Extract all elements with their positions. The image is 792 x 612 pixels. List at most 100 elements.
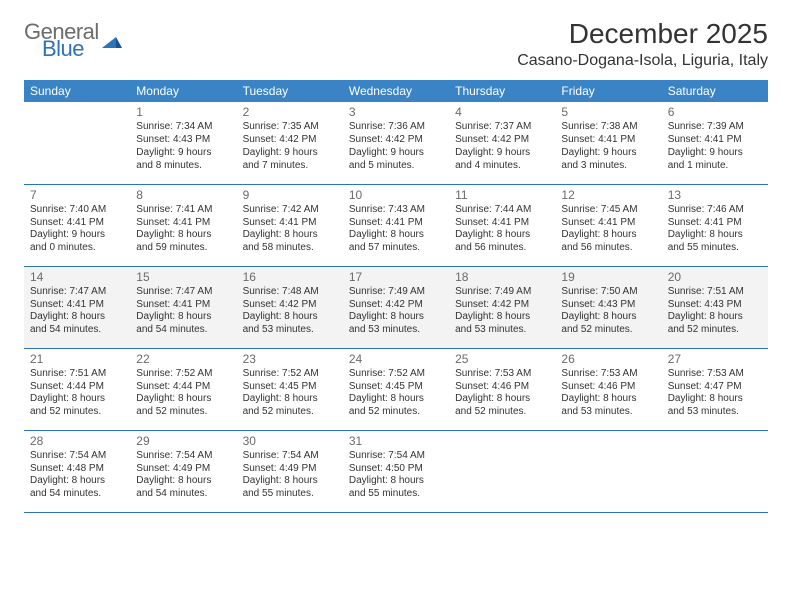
sunrise-text: Sunrise: 7:53 AM — [455, 368, 549, 381]
day-number: 16 — [243, 270, 337, 285]
sunrise-text: Sunrise: 7:54 AM — [136, 450, 230, 463]
day-number: 7 — [30, 188, 124, 203]
daylight-text: Daylight: 9 hours — [561, 147, 655, 160]
sunrise-text: Sunrise: 7:52 AM — [136, 368, 230, 381]
daylight-text: Daylight: 8 hours — [30, 475, 124, 488]
calendar-cell: 22Sunrise: 7:52 AMSunset: 4:44 PMDayligh… — [130, 348, 236, 430]
sunset-text: Sunset: 4:47 PM — [668, 381, 762, 394]
calendar-body: 1Sunrise: 7:34 AM Sunset: 4:43 PM Daylight… — [24, 102, 768, 512]
daylight-text: Daylight: 8 hours — [243, 475, 337, 488]
daylight-text: Daylight: 9 hours — [349, 147, 443, 160]
daylight-text: Daylight: 8 hours — [243, 229, 337, 242]
daylight-text: Daylight: 8 hours — [136, 475, 230, 488]
calendar-cell: 9Sunrise: 7:42 AMSunset: 4:41 PMDaylight… — [237, 184, 343, 266]
calendar-cell: 21Sunrise: 7:51 AMSunset: 4:44 PMDayligh… — [24, 348, 130, 430]
calendar-row: 1Sunrise: 7:34 AMSunset: 4:43 PMDaylight… — [24, 102, 768, 184]
daylight-text: and 57 minutes. — [349, 242, 443, 255]
sunset-text: Sunset: 4:41 PM — [561, 217, 655, 230]
calendar-cell: 30Sunrise: 7:54 AMSunset: 4:49 PMDayligh… — [237, 430, 343, 512]
daylight-text: Daylight: 8 hours — [136, 229, 230, 242]
sunset-text: Sunset: 4:49 PM — [243, 463, 337, 476]
daylight-text: and 54 minutes. — [30, 324, 124, 337]
daylight-text: and 52 minutes. — [668, 324, 762, 337]
day-number: 8 — [136, 188, 230, 203]
day-number: 3 — [349, 105, 443, 120]
sunrise-text: Sunrise: 7:50 AM — [561, 286, 655, 299]
day-number: 28 — [30, 434, 124, 449]
dow-tuesday: Tuesday — [237, 80, 343, 102]
calendar-cell: 16Sunrise: 7:48 AMSunset: 4:42 PMDayligh… — [237, 266, 343, 348]
day-number: 14 — [30, 270, 124, 285]
sunrise-text: Sunrise: 7:36 AM — [349, 121, 443, 134]
daylight-text: Daylight: 8 hours — [349, 393, 443, 406]
sunset-text: Sunset: 4:44 PM — [136, 381, 230, 394]
day-number: 23 — [243, 352, 337, 367]
sunset-text: Sunset: 4:41 PM — [136, 217, 230, 230]
daylight-text: Daylight: 8 hours — [136, 393, 230, 406]
daylight-text: and 55 minutes. — [349, 488, 443, 501]
dow-sunday: Sunday — [24, 80, 130, 102]
page-title: December 2025 — [517, 18, 768, 50]
daylight-text: and 4 minutes. — [455, 160, 549, 173]
sunset-text: Sunset: 4:50 PM — [349, 463, 443, 476]
daylight-text: Daylight: 8 hours — [30, 393, 124, 406]
title-block: December 2025 Casano-Dogana-Isola, Ligur… — [517, 18, 768, 70]
calendar-cell: 5Sunrise: 7:38 AMSunset: 4:41 PMDaylight… — [555, 102, 661, 184]
calendar-cell: 15Sunrise: 7:47 AMSunset: 4:41 PMDayligh… — [130, 266, 236, 348]
sunset-text: Sunset: 4:45 PM — [243, 381, 337, 394]
day-number: 6 — [668, 105, 762, 120]
daylight-text: and 52 minutes. — [561, 324, 655, 337]
day-number: 15 — [136, 270, 230, 285]
day-number: 26 — [561, 352, 655, 367]
daylight-text: Daylight: 8 hours — [668, 229, 762, 242]
daylight-text: and 53 minutes. — [243, 324, 337, 337]
daylight-text: and 5 minutes. — [349, 160, 443, 173]
brand-blue: Blue — [42, 39, 99, 60]
daylight-text: Daylight: 8 hours — [561, 229, 655, 242]
sunset-text: Sunset: 4:41 PM — [349, 217, 443, 230]
sunrise-text: Sunrise: 7:34 AM — [136, 121, 230, 134]
calendar-cell: 18Sunrise: 7:49 AMSunset: 4:42 PMDayligh… — [449, 266, 555, 348]
calendar-cell: 3Sunrise: 7:36 AMSunset: 4:42 PMDaylight… — [343, 102, 449, 184]
calendar-cell — [24, 102, 130, 184]
sunrise-text: Sunrise: 7:54 AM — [30, 450, 124, 463]
daylight-text: and 55 minutes. — [668, 242, 762, 255]
daylight-text: and 52 minutes. — [243, 406, 337, 419]
calendar-cell: 12Sunrise: 7:45 AMSunset: 4:41 PMDayligh… — [555, 184, 661, 266]
calendar-cell: 24Sunrise: 7:52 AMSunset: 4:45 PMDayligh… — [343, 348, 449, 430]
daylight-text: and 55 minutes. — [243, 488, 337, 501]
day-number: 1 — [136, 105, 230, 120]
sunrise-text: Sunrise: 7:38 AM — [561, 121, 655, 134]
calendar-cell: 6Sunrise: 7:39 AMSunset: 4:41 PMDaylight… — [662, 102, 768, 184]
calendar-row: 21Sunrise: 7:51 AMSunset: 4:44 PMDayligh… — [24, 348, 768, 430]
daylight-text: Daylight: 8 hours — [349, 311, 443, 324]
sunrise-text: Sunrise: 7:42 AM — [243, 204, 337, 217]
daylight-text: and 54 minutes. — [136, 488, 230, 501]
sunrise-text: Sunrise: 7:51 AM — [30, 368, 124, 381]
daylight-text: Daylight: 9 hours — [455, 147, 549, 160]
sunrise-text: Sunrise: 7:47 AM — [136, 286, 230, 299]
dow-row: Sunday Monday Tuesday Wednesday Thursday… — [24, 80, 768, 102]
daylight-text: Daylight: 9 hours — [30, 229, 124, 242]
sunrise-text: Sunrise: 7:54 AM — [243, 450, 337, 463]
day-number: 19 — [561, 270, 655, 285]
calendar-cell — [449, 430, 555, 512]
daylight-text: and 1 minute. — [668, 160, 762, 173]
calendar-cell: 31Sunrise: 7:54 AMSunset: 4:50 PMDayligh… — [343, 430, 449, 512]
day-number: 30 — [243, 434, 337, 449]
sunrise-text: Sunrise: 7:44 AM — [455, 204, 549, 217]
sunrise-text: Sunrise: 7:37 AM — [455, 121, 549, 134]
daylight-text: and 59 minutes. — [136, 242, 230, 255]
daylight-text: and 52 minutes. — [30, 406, 124, 419]
daylight-text: Daylight: 9 hours — [243, 147, 337, 160]
calendar-row: 14Sunrise: 7:47 AMSunset: 4:41 PMDayligh… — [24, 266, 768, 348]
dow-friday: Friday — [555, 80, 661, 102]
sunrise-text: Sunrise: 7:49 AM — [455, 286, 549, 299]
daylight-text: Daylight: 8 hours — [455, 229, 549, 242]
calendar-cell: 19Sunrise: 7:50 AMSunset: 4:43 PMDayligh… — [555, 266, 661, 348]
sunset-text: Sunset: 4:48 PM — [30, 463, 124, 476]
sunrise-text: Sunrise: 7:40 AM — [30, 204, 124, 217]
sunset-text: Sunset: 4:43 PM — [561, 299, 655, 312]
calendar-cell: 28Sunrise: 7:54 AMSunset: 4:48 PMDayligh… — [24, 430, 130, 512]
day-number: 24 — [349, 352, 443, 367]
